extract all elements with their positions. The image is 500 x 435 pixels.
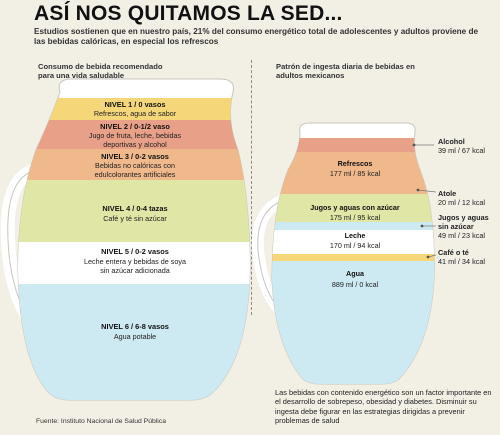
page-subtitle: Estudios sostienen que en nuestro país, …: [34, 27, 479, 46]
level-3-band: [18, 149, 250, 180]
level-3-line-2: edulcolorantes artificiales: [95, 170, 176, 179]
alcohol-label: Alcohol 39 ml / 67 kcal: [438, 137, 485, 155]
level-2-line-1: Jugo de fruta, leche, bebidas: [89, 131, 182, 140]
left-column-title: Consumo de bebida recomendado para una v…: [38, 62, 163, 80]
leche-name: Leche: [345, 231, 366, 240]
jugos-sin-azucar-label: Jugos y aguas sin azúcar 49 ml / 23 kcal: [438, 213, 498, 240]
atole-value: 20 ml / 12 kcal: [438, 198, 486, 207]
refrescos-name: Refrescos: [338, 159, 373, 168]
column-divider: [251, 60, 252, 315]
level-4-head: NIVEL 4 / 0-4 tazas: [102, 204, 167, 213]
cafe-band: [272, 254, 435, 261]
level-5-band: [18, 242, 250, 284]
alcohol-value: 39 ml / 67 kcal: [438, 146, 486, 155]
agua-name: Agua: [346, 269, 365, 278]
jugos-con-azucar-band: [272, 194, 435, 222]
atole-leader: [417, 189, 437, 193]
left-pitcher-levels: [18, 98, 250, 400]
refrescos-band: [272, 152, 435, 186]
level-4-line: Café y té sin azúcar: [103, 214, 167, 223]
level-5-head: NIVEL 5 / 0-2 vasos: [101, 247, 169, 256]
level-1-head: NIVEL 1 / 0 vasos: [104, 100, 165, 109]
level-2-head: NIVEL 2 / 0-1/2 vaso: [100, 122, 170, 131]
alcohol-band: [272, 138, 435, 152]
jugos-sin-azucar-value: 49 ml / 23 kcal: [438, 231, 486, 240]
right-pitcher-levels: [272, 138, 435, 384]
atole-label: Atole 20 ml / 12 kcal: [438, 189, 485, 207]
level-3-line-1: Bebidas no calóricas con: [95, 161, 175, 170]
cafe-name: Café o té: [438, 248, 469, 257]
atole-name: Atole: [438, 189, 457, 198]
alcohol-name: Alcohol: [438, 137, 465, 146]
level-5-line-1: Leche entera y bebidas de soya: [84, 257, 186, 266]
agua-band: [272, 261, 435, 384]
jugos-sin-azucar-band: [272, 222, 435, 230]
level-6-band: [18, 284, 250, 400]
refrescos-value: 177 ml / 85 kcal: [330, 169, 381, 178]
atole-band: [272, 186, 435, 194]
level-6-line: Agua potable: [114, 332, 156, 341]
source-credit: Fuente: Instituto Nacional de Salud Públ…: [36, 418, 166, 425]
level-3-head: NIVEL 3 / 0-2 vasos: [101, 152, 169, 161]
jugos-con-azucar-value: 175 ml / 95 kcal: [330, 213, 381, 222]
page-title: ASÍ NOS QUITAMOS LA SED...: [34, 2, 343, 25]
jugos-con-azucar-name: Jugos y aguas con azúcar: [310, 203, 400, 212]
right-column-title: Patrón de ingesta diaria de bebidas en a…: [276, 62, 415, 80]
level-4-band: [18, 180, 250, 242]
leche-band: [272, 230, 435, 254]
leche-value: 170 ml / 94 kcal: [330, 241, 381, 250]
level-1-band: [18, 98, 250, 120]
level-2-line-2: deportivas y alcohol: [103, 140, 167, 149]
jugos-sin-azucar-name: Jugos y aguas sin azúcar: [438, 213, 489, 231]
level-2-band: [18, 120, 250, 149]
level-1-line: Refrescos, agua de sabor: [94, 109, 177, 118]
footnote-paragraph: Las bebidas con contenido energético son…: [275, 388, 492, 426]
level-5-line-2: sin azúcar adicionada: [100, 266, 170, 275]
level-6-head: NIVEL 6 / 6-8 vasos: [101, 322, 169, 331]
cafe-label: Café o té 41 ml / 34 kcal: [438, 248, 485, 266]
cafe-value: 41 ml / 34 kcal: [438, 257, 486, 266]
agua-value: 889 ml / 0 kcal: [332, 280, 379, 289]
